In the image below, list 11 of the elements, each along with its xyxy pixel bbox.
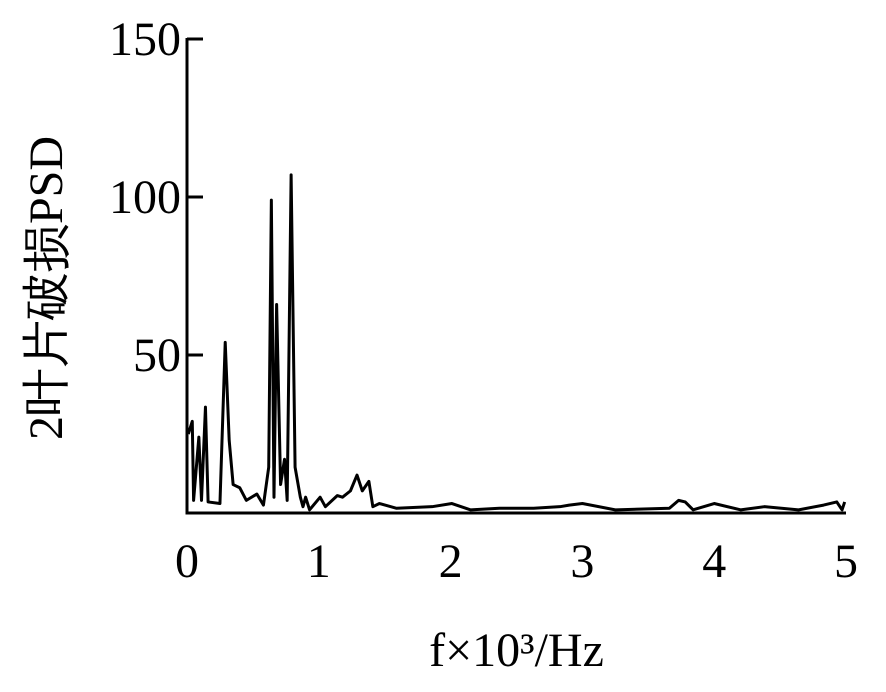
x-tick-label: 1 xyxy=(306,535,331,588)
x-tick-label: 3 xyxy=(570,535,594,588)
y-tick-label: 100 xyxy=(109,171,181,224)
y-tick-label: 50 xyxy=(133,329,181,382)
y-axis-title: 2叶片破损PSD xyxy=(20,136,73,440)
x-tick-label: 4 xyxy=(702,535,726,588)
y-tick-label: 150 xyxy=(109,13,181,66)
x-tick-label: 2 xyxy=(438,535,463,588)
x-tick-label: 5 xyxy=(834,535,858,588)
x-axis-title: f×10³/Hz xyxy=(429,624,604,677)
x-tick-label: 0 xyxy=(175,535,199,588)
